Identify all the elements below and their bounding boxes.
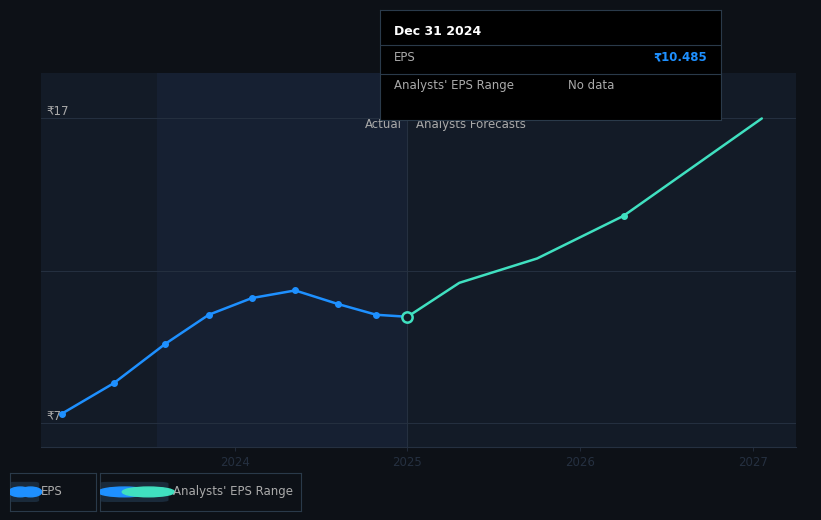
Bar bbox=[157, 73, 407, 447]
Circle shape bbox=[122, 487, 175, 497]
Text: ₹7: ₹7 bbox=[46, 410, 62, 423]
Point bbox=[332, 300, 345, 308]
Point bbox=[159, 340, 172, 348]
Point bbox=[55, 410, 68, 418]
Text: Actual: Actual bbox=[365, 119, 402, 132]
Text: No data: No data bbox=[567, 79, 614, 92]
Point bbox=[245, 294, 259, 302]
Point bbox=[288, 287, 301, 295]
Circle shape bbox=[9, 487, 31, 497]
Point bbox=[202, 310, 215, 319]
Point bbox=[401, 313, 414, 321]
Text: ₹10.485: ₹10.485 bbox=[654, 51, 707, 64]
Circle shape bbox=[99, 487, 150, 497]
Point bbox=[369, 310, 383, 319]
FancyBboxPatch shape bbox=[99, 482, 168, 502]
FancyBboxPatch shape bbox=[9, 482, 39, 502]
Text: Analysts' EPS Range: Analysts' EPS Range bbox=[172, 486, 292, 498]
Text: Analysts' EPS Range: Analysts' EPS Range bbox=[394, 79, 514, 92]
Text: Dec 31 2024: Dec 31 2024 bbox=[394, 24, 481, 37]
Point bbox=[617, 212, 630, 220]
Text: Analysts Forecasts: Analysts Forecasts bbox=[416, 119, 526, 132]
Point bbox=[107, 379, 120, 387]
Text: EPS: EPS bbox=[394, 51, 415, 64]
Circle shape bbox=[20, 487, 42, 497]
Text: ₹17: ₹17 bbox=[46, 106, 69, 119]
Text: EPS: EPS bbox=[41, 486, 62, 498]
